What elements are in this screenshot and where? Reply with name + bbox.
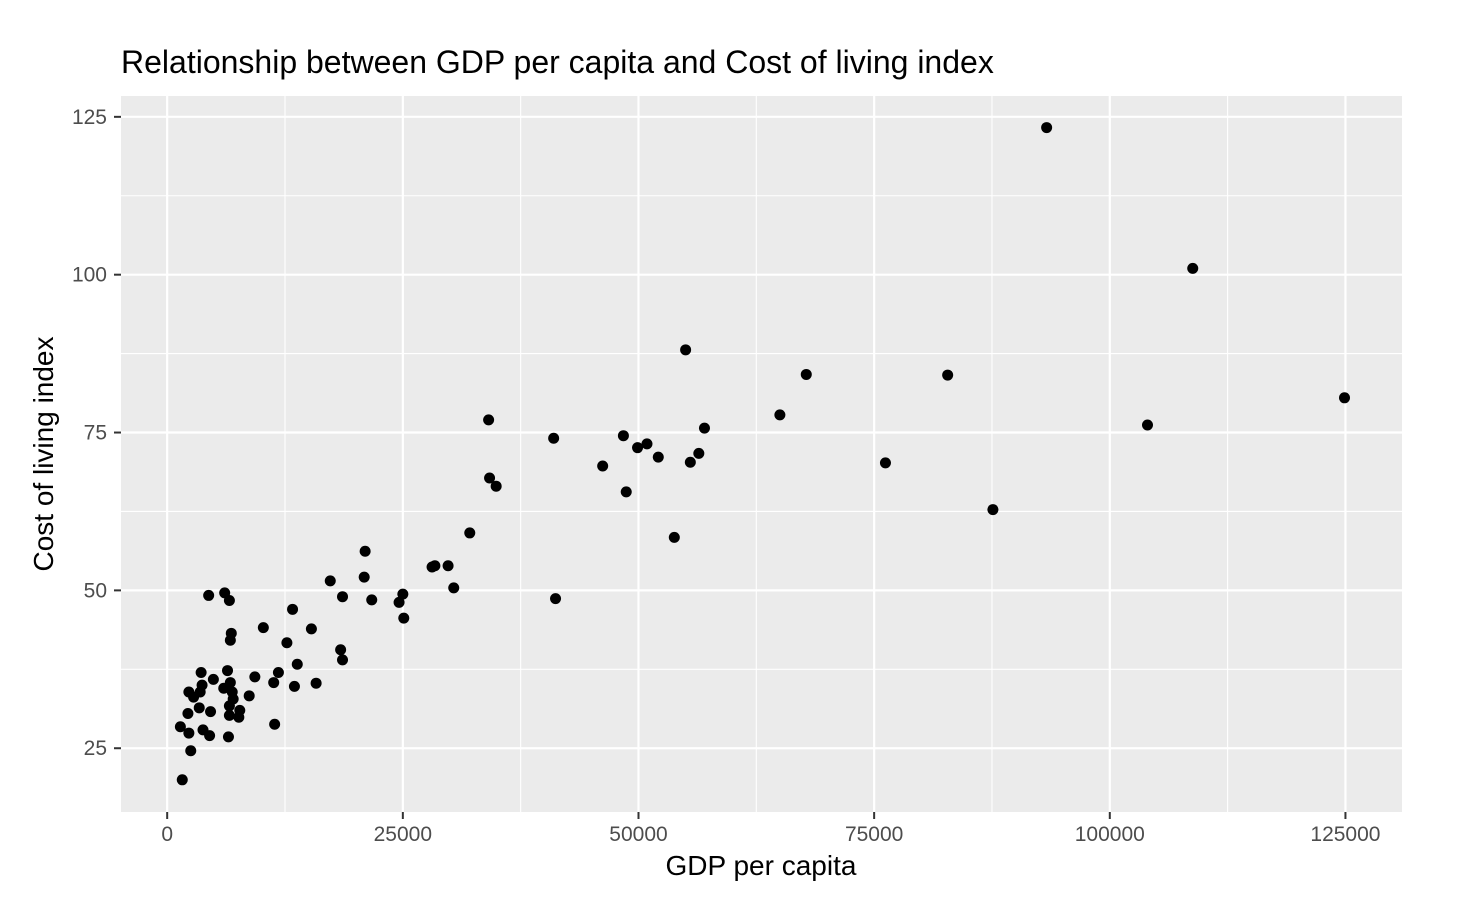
data-point xyxy=(617,430,629,442)
data-point xyxy=(269,718,281,730)
data-point xyxy=(358,571,370,583)
data-point xyxy=(310,677,322,689)
data-point xyxy=(223,700,235,712)
data-point xyxy=(680,344,692,356)
data-point xyxy=(668,531,680,543)
data-point xyxy=(185,745,197,757)
data-point xyxy=(774,409,786,421)
data-point xyxy=(684,456,696,468)
data-point xyxy=(287,603,299,615)
x-tick-label: 75000 xyxy=(845,823,903,846)
y-tick-label: 25 xyxy=(84,737,107,760)
data-point xyxy=(268,677,280,689)
data-point xyxy=(550,593,562,605)
x-tick-label: 0 xyxy=(161,823,173,846)
x-tick-label: 125000 xyxy=(1310,823,1380,846)
data-point xyxy=(426,561,438,573)
data-point xyxy=(226,686,238,698)
data-point xyxy=(397,588,409,600)
x-tick-label: 100000 xyxy=(1075,823,1145,846)
data-point xyxy=(1041,122,1053,134)
data-point xyxy=(205,706,217,718)
minor-gridlines xyxy=(121,96,1402,812)
data-point xyxy=(359,545,371,557)
data-point xyxy=(942,369,954,381)
data-point xyxy=(207,673,219,685)
data-points xyxy=(174,122,1351,786)
data-point xyxy=(1339,392,1351,404)
y-tick-label: 125 xyxy=(72,106,107,129)
y-axis: 25 50 75 100 125 xyxy=(72,106,121,760)
data-point xyxy=(337,591,349,603)
data-point xyxy=(219,587,231,599)
x-tick-label: 50000 xyxy=(609,823,667,846)
chart-title: Relationship between GDP per capita and … xyxy=(121,44,994,80)
data-point xyxy=(879,457,891,469)
data-point xyxy=(193,702,205,714)
data-point xyxy=(448,582,460,594)
data-point xyxy=(337,654,349,666)
data-point xyxy=(366,594,378,606)
data-point xyxy=(195,666,207,678)
data-point xyxy=(291,658,303,670)
data-point xyxy=(174,721,186,733)
data-point xyxy=(693,447,705,459)
y-tick-label: 75 xyxy=(84,422,107,445)
data-point xyxy=(183,727,195,739)
data-point xyxy=(464,527,476,539)
data-point xyxy=(324,575,336,587)
data-point xyxy=(987,504,999,516)
data-point xyxy=(1187,262,1199,274)
y-tick-label: 50 xyxy=(84,579,107,602)
data-point xyxy=(243,690,255,702)
data-point xyxy=(249,671,261,683)
y-tick-label: 100 xyxy=(72,264,107,287)
data-point xyxy=(442,560,454,572)
data-point xyxy=(484,472,496,484)
data-point xyxy=(548,432,560,444)
data-point xyxy=(398,612,410,624)
data-point xyxy=(1141,419,1153,431)
data-point xyxy=(197,724,209,736)
data-point xyxy=(632,442,644,454)
data-point xyxy=(183,686,195,698)
data-point xyxy=(305,623,317,635)
data-point xyxy=(203,589,215,601)
data-point xyxy=(182,708,194,720)
data-point xyxy=(222,731,234,743)
data-point xyxy=(218,682,230,694)
plot-panel xyxy=(121,96,1402,812)
x-axis-title: GDP per capita xyxy=(666,850,857,881)
y-axis-title: Cost of living index xyxy=(28,336,59,571)
data-point xyxy=(281,637,293,649)
data-point xyxy=(288,680,300,692)
data-point xyxy=(393,596,405,608)
data-point xyxy=(490,480,502,492)
data-point xyxy=(597,460,609,472)
data-point xyxy=(222,665,234,677)
x-axis: 0 25000 50000 75000 100000 125000 xyxy=(161,812,1380,846)
data-point xyxy=(620,486,632,498)
data-point xyxy=(483,414,495,426)
data-point xyxy=(257,622,269,634)
data-point xyxy=(641,438,653,450)
data-point xyxy=(233,711,245,723)
data-point xyxy=(223,709,235,721)
x-tick-label: 25000 xyxy=(374,823,432,846)
data-point xyxy=(176,774,188,786)
data-point xyxy=(224,634,236,646)
data-point xyxy=(652,451,664,463)
data-point xyxy=(698,422,710,434)
data-point xyxy=(335,644,347,656)
data-point xyxy=(800,368,812,380)
major-gridlines xyxy=(121,96,1402,812)
data-point xyxy=(272,666,284,678)
